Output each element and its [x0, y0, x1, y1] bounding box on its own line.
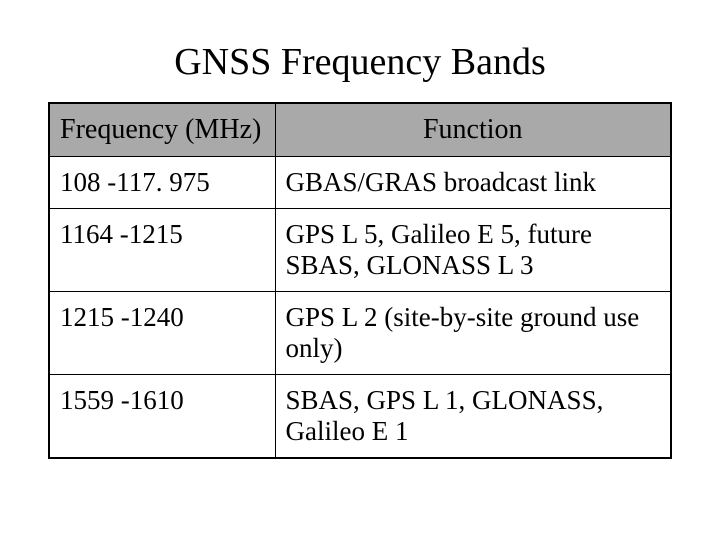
table-row: 1215 -1240 GPS L 2 (site-by-site ground … — [49, 292, 671, 375]
frequency-table: Frequency (MHz) Function 108 -117. 975 G… — [48, 102, 672, 459]
cell-frequency: 1215 -1240 — [49, 292, 275, 375]
table-header-row: Frequency (MHz) Function — [49, 103, 671, 157]
table-row: 1559 -1610 SBAS, GPS L 1, GLONASS, Galil… — [49, 375, 671, 459]
cell-function: SBAS, GPS L 1, GLONASS, Galileo E 1 — [275, 375, 671, 459]
cell-frequency: 1559 -1610 — [49, 375, 275, 459]
column-header-function: Function — [275, 103, 671, 157]
table-row: 1164 -1215 GPS L 5, Galileo E 5, future … — [49, 209, 671, 292]
cell-frequency: 1164 -1215 — [49, 209, 275, 292]
page-title: GNSS Frequency Bands — [48, 40, 672, 84]
cell-function: GBAS/GRAS broadcast link — [275, 157, 671, 209]
table-row: 108 -117. 975 GBAS/GRAS broadcast link — [49, 157, 671, 209]
cell-function: GPS L 2 (site-by-site ground use only) — [275, 292, 671, 375]
cell-frequency: 108 -117. 975 — [49, 157, 275, 209]
cell-function: GPS L 5, Galileo E 5, future SBAS, GLONA… — [275, 209, 671, 292]
column-header-frequency: Frequency (MHz) — [49, 103, 275, 157]
